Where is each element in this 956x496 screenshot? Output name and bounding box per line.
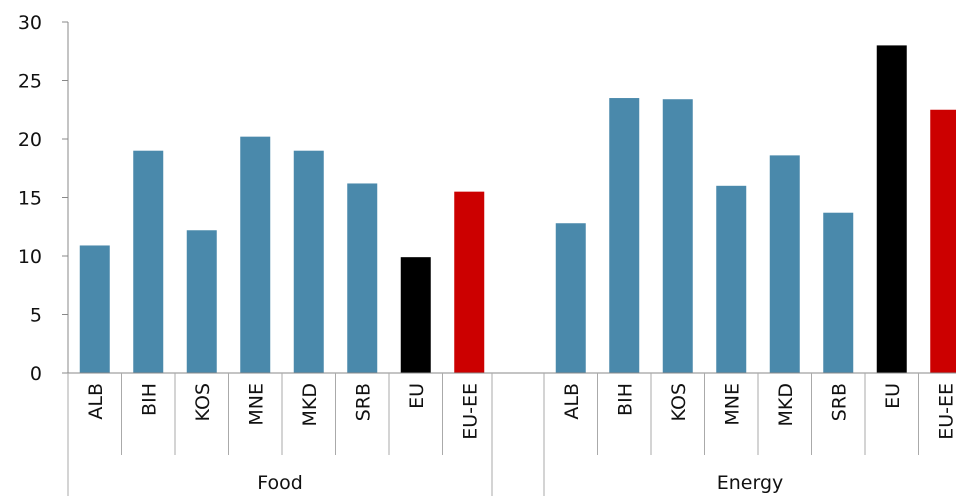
x-tick-label: EU	[406, 383, 428, 409]
x-tick-label: EU-EE	[935, 383, 956, 440]
bar-food-srb	[347, 183, 378, 373]
y-axis: 0 5 10 15 20 25 30	[18, 12, 69, 385]
bar-energy-srb	[823, 212, 854, 373]
group-label: Energy	[717, 472, 784, 494]
bar-food-alb	[79, 245, 110, 373]
y-tick-label: 5	[30, 305, 42, 327]
x-tick-label: SRB	[352, 383, 374, 421]
bar-food-eu	[400, 257, 431, 373]
x-tick-label: MKD	[299, 383, 321, 426]
bar-food-kos	[186, 230, 217, 373]
bar-food-bih	[133, 150, 164, 373]
x-tick-label: ALB	[561, 383, 583, 420]
bar-energy-bih	[609, 98, 640, 374]
bar-food-mkd	[293, 150, 324, 373]
bar-food-mne	[240, 136, 271, 373]
bar-energy-eu	[876, 45, 907, 374]
x-tick-label: MNE	[721, 383, 743, 426]
x-axis: ALB BIH KOS MNE MKD SRB EU EU-EE Food ALB BIH KOS MN…	[67, 372, 956, 496]
x-tick-label: KOS	[668, 383, 690, 421]
x-tick-label: BIH	[614, 383, 636, 416]
bar-energy-kos	[662, 99, 693, 373]
x-tick-label: MNE	[245, 383, 267, 426]
group-label: Food	[257, 472, 303, 494]
x-tick-label: ALB	[85, 383, 107, 420]
bar-food-eu-ee	[454, 191, 485, 373]
bar-energy-eu-ee	[930, 109, 956, 373]
x-tick-label: MKD	[775, 383, 797, 426]
bar-energy-alb	[555, 223, 586, 373]
y-tick-label: 15	[18, 188, 42, 210]
y-tick-label: 20	[18, 129, 42, 151]
x-tick-label: EU-EE	[459, 383, 481, 440]
bar-energy-mne	[716, 185, 747, 373]
y-tick-label: 30	[18, 12, 42, 34]
bars	[79, 45, 956, 374]
x-tick-label: KOS	[192, 383, 214, 421]
bar-energy-mkd	[769, 155, 800, 373]
y-tick-label: 0	[30, 363, 42, 385]
x-tick-label: EU	[882, 383, 904, 409]
x-tick-label: BIH	[138, 383, 160, 416]
x-tick-label: SRB	[828, 383, 850, 421]
y-tick-label: 25	[18, 71, 42, 93]
y-tick-label: 10	[18, 246, 42, 268]
